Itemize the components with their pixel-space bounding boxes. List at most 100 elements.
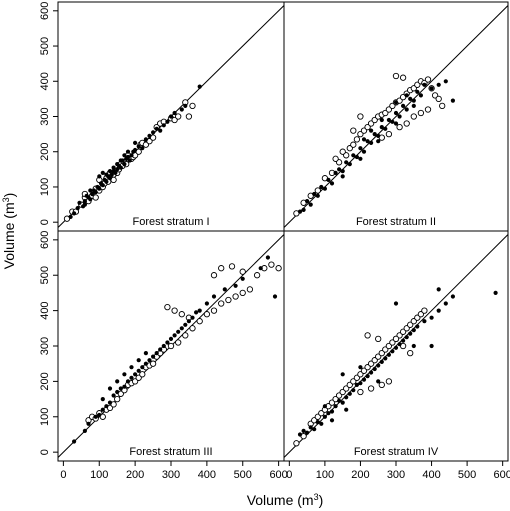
filled-point [115, 389, 120, 395]
filled-point [436, 82, 441, 87]
filled-point [100, 170, 105, 175]
filled-point [176, 329, 181, 334]
filled-point [411, 103, 416, 108]
filled-point [107, 386, 113, 391]
filled-point [319, 421, 324, 426]
filled-point [397, 342, 402, 347]
open-point [171, 307, 178, 314]
filled-point [322, 404, 327, 409]
filled-point [386, 117, 391, 123]
filled-point [408, 331, 413, 336]
filled-point [113, 170, 118, 175]
filled-point [190, 315, 195, 320]
open-point [389, 339, 396, 346]
filled-point [179, 326, 184, 331]
filled-point [436, 287, 441, 292]
panels-layer: Forest stratum I Forest stratum II Forest … [57, 1, 509, 462]
filled-point [118, 158, 123, 163]
filled-point [100, 183, 105, 188]
filled-point [115, 167, 120, 172]
open-point [439, 102, 446, 110]
filled-point [161, 343, 166, 349]
filled-point [194, 310, 199, 315]
panel-label: Forest stratum II [356, 216, 436, 228]
open-point [353, 136, 361, 143]
open-point [139, 371, 146, 378]
filled-point [365, 374, 370, 379]
filled-point [133, 140, 138, 145]
filled-point [450, 294, 455, 299]
open-point [421, 307, 428, 314]
y-tick-label: 300 [39, 337, 51, 355]
filled-point [404, 93, 409, 98]
open-point [392, 72, 400, 80]
filled-point [337, 167, 342, 172]
filled-point [344, 407, 349, 412]
filled-point [143, 361, 148, 366]
filled-point [390, 119, 395, 124]
panel-4: Forest stratum IV [283, 230, 509, 462]
panel-3: Forest stratum III [57, 230, 285, 462]
filled-point [100, 407, 105, 412]
open-point [268, 261, 275, 268]
filled-point [376, 363, 381, 368]
open-point [185, 113, 193, 120]
filled-point [129, 365, 134, 370]
x-tick-label: 200 [126, 469, 144, 481]
y-axis-title-text: Volume (m [1, 202, 17, 269]
filled-point [376, 133, 381, 138]
x-tick-label: 400 [198, 469, 216, 481]
open-point [189, 102, 196, 110]
filled-point [122, 372, 127, 377]
open-point [357, 113, 364, 120]
y-tick-label: 600 [39, 231, 51, 249]
open-point [385, 130, 393, 138]
filled-point [179, 107, 184, 112]
filled-point [390, 349, 395, 354]
filled-point [354, 154, 359, 160]
filled-point [301, 207, 306, 212]
filled-point [315, 420, 320, 425]
panel-2: Forest stratum II [283, 1, 509, 232]
filled-point [358, 156, 363, 161]
filled-point [379, 125, 384, 130]
filled-point [351, 153, 356, 158]
x-tick-label: 600 [493, 469, 510, 481]
filled-point [272, 294, 278, 299]
x-tick-label: 300 [162, 469, 180, 481]
filled-point [333, 170, 338, 175]
filled-point [168, 114, 174, 119]
open-point [407, 321, 414, 328]
x-axis-title: Volume (m3) [247, 492, 324, 508]
filled-point [233, 283, 238, 288]
open-point [332, 155, 339, 162]
filled-point [379, 117, 384, 123]
filled-point [133, 372, 138, 377]
open-point [253, 272, 261, 279]
y-tick-label: 400 [39, 72, 51, 90]
open-point [350, 141, 357, 148]
filled-point [204, 301, 209, 306]
filled-point [422, 82, 427, 87]
filled-point [111, 393, 116, 398]
filled-point [312, 191, 317, 197]
filled-point [158, 128, 163, 133]
open-point [178, 311, 185, 318]
y-tick-label: 200 [39, 143, 51, 161]
y-tick-label: 400 [39, 301, 51, 319]
filled-point [240, 276, 245, 281]
open-point [339, 148, 346, 155]
filled-point [386, 352, 391, 357]
filled-point [329, 418, 335, 423]
open-point [210, 272, 218, 279]
filled-point [319, 184, 324, 190]
open-point [435, 95, 442, 103]
x-tick-label: 300 [387, 469, 405, 481]
filled-point [88, 197, 93, 202]
filled-point [88, 188, 93, 193]
filled-point [222, 287, 227, 292]
y-tick-label: 500 [39, 266, 51, 284]
filled-point [340, 169, 345, 174]
filled-point [358, 365, 363, 370]
open-point [378, 381, 385, 389]
